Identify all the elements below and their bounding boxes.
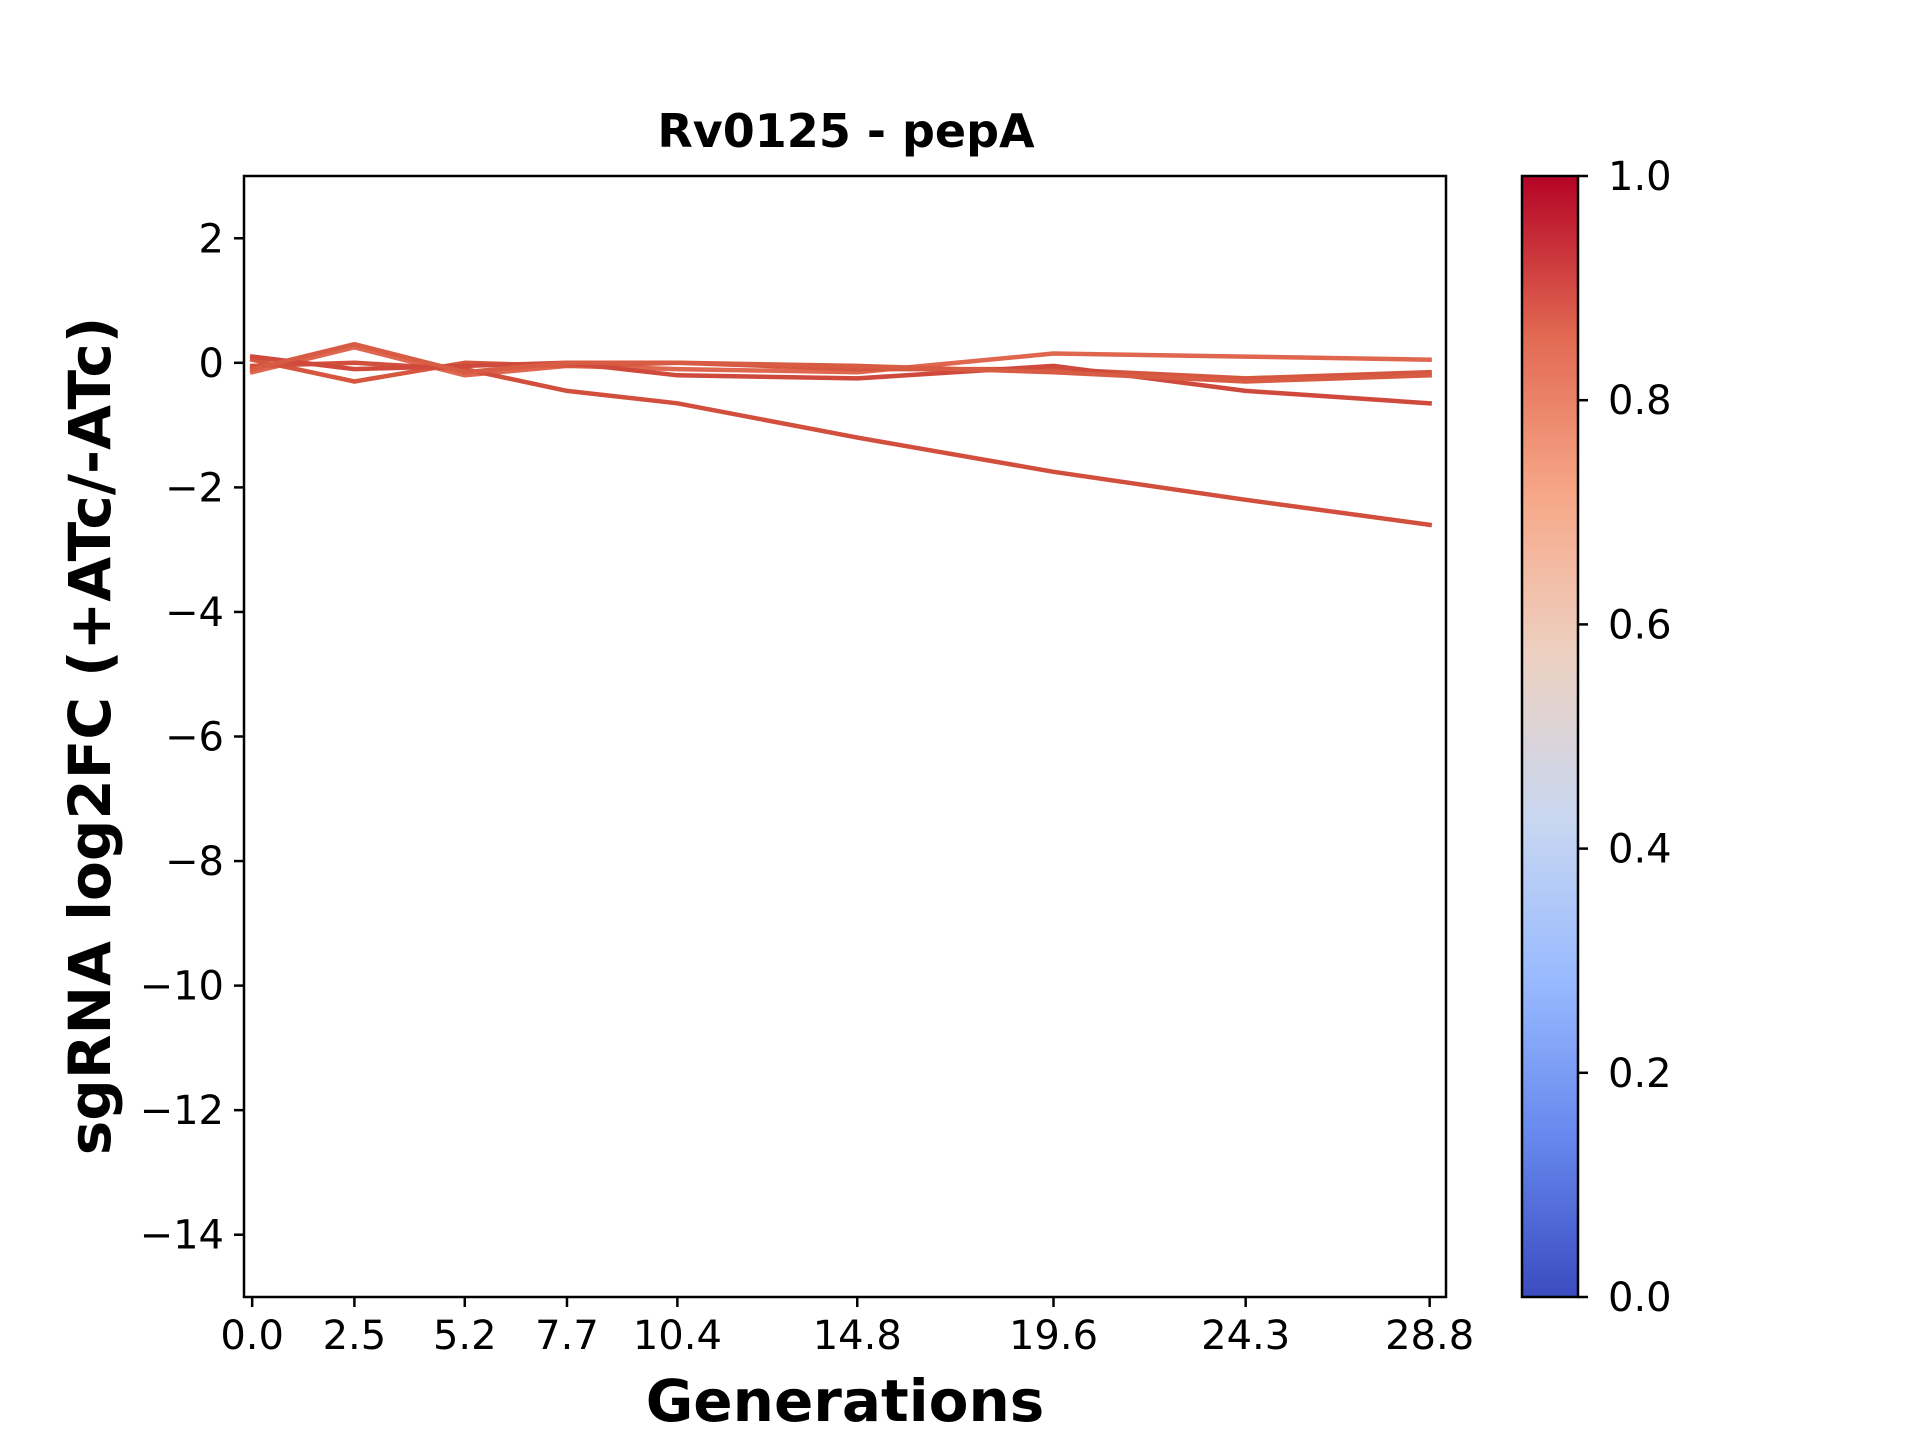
y-axis: 2 0 −2 −4 −6 −8 −10 −12 −14 bbox=[140, 216, 244, 1259]
colorbar bbox=[1520, 174, 1580, 1299]
x-tick-label: 7.7 bbox=[535, 1313, 599, 1359]
x-tick-label: 5.2 bbox=[433, 1313, 497, 1359]
y-axis-label: sgRNA log2FC (+ATc/-ATc) bbox=[56, 317, 124, 1155]
y-tick-label: −6 bbox=[165, 715, 224, 761]
x-tick-label: 2.5 bbox=[323, 1313, 387, 1359]
colorbar-tick-label: 0.6 bbox=[1608, 602, 1672, 648]
x-tick-label: 28.8 bbox=[1385, 1313, 1474, 1359]
x-tick-label: 19.6 bbox=[1009, 1313, 1098, 1359]
series-layer bbox=[249, 341, 1433, 528]
colorbar-tick-label: 0.4 bbox=[1608, 827, 1672, 873]
colorbar-tick-label: 0.8 bbox=[1608, 378, 1672, 424]
y-tick-label: −4 bbox=[165, 590, 224, 636]
x-tick-label: 14.8 bbox=[813, 1313, 902, 1359]
x-tick-label: 10.4 bbox=[633, 1313, 722, 1359]
x-tick-label: 0.0 bbox=[220, 1313, 284, 1359]
x-tick-label: 24.3 bbox=[1201, 1313, 1290, 1359]
chart-title: Rv0125 - pepA bbox=[657, 104, 1035, 158]
y-tick-label: −10 bbox=[140, 964, 224, 1010]
plot-frame bbox=[242, 174, 1448, 1299]
y-tick-label: −12 bbox=[140, 1088, 224, 1134]
series-line-5 bbox=[249, 341, 1432, 384]
y-tick-label: 2 bbox=[199, 216, 224, 262]
y-tick-label: −2 bbox=[165, 465, 224, 511]
colorbar-tick-label: 0.2 bbox=[1608, 1051, 1672, 1097]
colorbar-tick-label: 0.0 bbox=[1608, 1275, 1672, 1321]
colorbar-axis: 0.0 0.2 0.4 0.6 0.8 1.0 bbox=[1578, 154, 1672, 1321]
series-line-3 bbox=[249, 360, 1433, 528]
x-axis: 0.0 2.5 5.2 7.7 10.4 14.8 19.6 24.3 28.8 bbox=[220, 1297, 1474, 1359]
x-axis-label: Generations bbox=[646, 1367, 1045, 1435]
y-tick-label: −14 bbox=[140, 1213, 224, 1259]
y-tick-label: −8 bbox=[165, 839, 224, 885]
colorbar-tick-label: 1.0 bbox=[1608, 154, 1672, 200]
y-tick-label: 0 bbox=[199, 341, 224, 387]
series-line-1 bbox=[249, 345, 1432, 378]
series-line-4 bbox=[249, 354, 1432, 406]
